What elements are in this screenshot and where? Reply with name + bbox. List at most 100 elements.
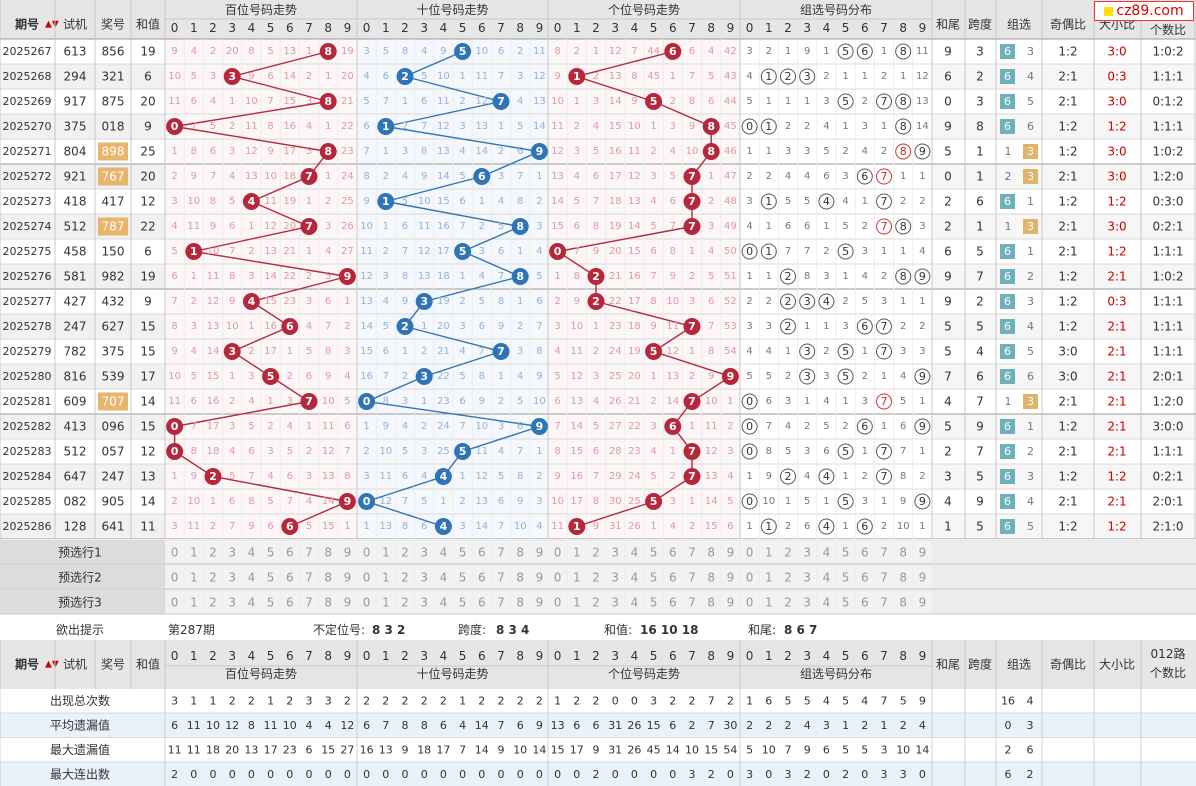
preselect-digit[interactable]: 0 <box>363 596 371 610</box>
preselect-digit[interactable]: 6 <box>861 571 869 585</box>
preselect-digit[interactable]: 8 <box>899 596 907 610</box>
preselect-digit[interactable]: 3 <box>803 546 811 560</box>
preselect-digit[interactable]: 0 <box>554 546 562 560</box>
preselect-digit[interactable]: 2 <box>592 571 600 585</box>
preselect-digit[interactable]: 9 <box>344 571 352 585</box>
preselect-digit[interactable]: 7 <box>880 546 888 560</box>
preselect-digit[interactable]: 6 <box>286 571 294 585</box>
preselect-digit[interactable]: 1 <box>382 596 390 610</box>
preselect-digit[interactable]: 1 <box>765 571 773 585</box>
preselect-digit[interactable]: 6 <box>478 546 486 560</box>
preselect-digit[interactable]: 3 <box>420 546 428 560</box>
preselect-digit[interactable]: 4 <box>248 571 256 585</box>
site-logo[interactable]: cz89.com <box>1094 1 1194 21</box>
preselect-digit[interactable]: 5 <box>650 546 658 560</box>
preselect-digit[interactable]: 6 <box>286 596 294 610</box>
preselect-digit[interactable]: 9 <box>919 596 927 610</box>
preselect-digit[interactable]: 5 <box>267 596 275 610</box>
preselect-digit[interactable]: 8 <box>707 596 715 610</box>
preselect-digit[interactable]: 8 <box>707 571 715 585</box>
preselect-digit[interactable]: 1 <box>190 571 198 585</box>
col-issue-header[interactable]: 期号 <box>15 657 39 672</box>
preselect-digit[interactable]: 1 <box>382 571 390 585</box>
preselect-digit[interactable]: 3 <box>228 596 236 610</box>
preselect-digit[interactable]: 0 <box>746 596 754 610</box>
preselect-digit[interactable]: 3 <box>228 571 236 585</box>
preselect-digit[interactable]: 2 <box>209 546 217 560</box>
preselect-digit[interactable]: 3 <box>803 596 811 610</box>
preselect-digit[interactable]: 4 <box>440 546 448 560</box>
preselect-digit[interactable]: 6 <box>478 596 486 610</box>
preselect-digit[interactable]: 2 <box>784 571 792 585</box>
preselect-digit[interactable]: 7 <box>305 596 313 610</box>
preselect-digit[interactable]: 8 <box>899 546 907 560</box>
preselect-digit[interactable]: 7 <box>305 546 313 560</box>
preselect-digit[interactable]: 6 <box>669 596 677 610</box>
preselect-digit[interactable]: 7 <box>880 596 888 610</box>
preselect-digit[interactable]: 7 <box>688 596 696 610</box>
preselect-digit[interactable]: 4 <box>823 546 831 560</box>
preselect-digit[interactable]: 6 <box>286 546 294 560</box>
preselect-digit[interactable]: 5 <box>459 571 467 585</box>
preselect-digit[interactable]: 2 <box>784 596 792 610</box>
preselect-digit[interactable]: 3 <box>228 546 236 560</box>
preselect-digit[interactable]: 9 <box>727 571 735 585</box>
preselect-digit[interactable]: 9 <box>727 596 735 610</box>
preselect-digit[interactable]: 0 <box>171 546 179 560</box>
preselect-digit[interactable]: 0 <box>171 596 179 610</box>
preselect-digit[interactable]: 2 <box>209 571 217 585</box>
preselect-digit[interactable]: 0 <box>746 571 754 585</box>
preselect-digit[interactable]: 0 <box>554 596 562 610</box>
preselect-digit[interactable]: 2 <box>592 596 600 610</box>
preselect-digit[interactable]: 6 <box>478 571 486 585</box>
preselect-digit[interactable]: 6 <box>861 596 869 610</box>
preselect-digit[interactable]: 5 <box>650 596 658 610</box>
preselect-digit[interactable]: 4 <box>248 596 256 610</box>
preselect-digit[interactable]: 9 <box>536 571 544 585</box>
preselect-digit[interactable]: 9 <box>536 546 544 560</box>
preselect-digit[interactable]: 3 <box>611 571 619 585</box>
preselect-digit[interactable]: 0 <box>171 571 179 585</box>
preselect-digit[interactable]: 0 <box>363 546 371 560</box>
preselect-digit[interactable]: 9 <box>344 546 352 560</box>
preselect-digit[interactable]: 5 <box>842 596 850 610</box>
preselect-digit[interactable]: 4 <box>248 546 256 560</box>
preselect-digit[interactable]: 8 <box>516 596 524 610</box>
preselect-digit[interactable]: 2 <box>401 546 409 560</box>
preselect-digit[interactable]: 1 <box>765 596 773 610</box>
preselect-digit[interactable]: 4 <box>631 596 639 610</box>
preselect-digit[interactable]: 1 <box>573 571 581 585</box>
preselect-digit[interactable]: 3 <box>420 571 428 585</box>
preselect-digit[interactable]: 4 <box>440 571 448 585</box>
preselect-digit[interactable]: 1 <box>573 596 581 610</box>
preselect-digit[interactable]: 3 <box>611 596 619 610</box>
preselect-digit[interactable]: 5 <box>459 596 467 610</box>
preselect-digit[interactable]: 0 <box>363 571 371 585</box>
preselect-digit[interactable]: 4 <box>823 571 831 585</box>
preselect-digit[interactable]: 5 <box>267 571 275 585</box>
preselect-digit[interactable]: 5 <box>650 571 658 585</box>
preselect-digit[interactable]: 9 <box>727 546 735 560</box>
preselect-digit[interactable]: 0 <box>554 571 562 585</box>
preselect-digit[interactable]: 3 <box>611 546 619 560</box>
preselect-digit[interactable]: 1 <box>190 546 198 560</box>
preselect-digit[interactable]: 9 <box>919 571 927 585</box>
preselect-digit[interactable]: 5 <box>459 546 467 560</box>
preselect-digit[interactable]: 4 <box>823 596 831 610</box>
sort-arrow-icon[interactable]: ▲▼ <box>45 20 59 30</box>
preselect-digit[interactable]: 4 <box>440 596 448 610</box>
preselect-digit[interactable]: 9 <box>919 546 927 560</box>
preselect-digit[interactable]: 2 <box>784 546 792 560</box>
preselect-digit[interactable]: 1 <box>382 546 390 560</box>
preselect-digit[interactable]: 2 <box>401 596 409 610</box>
preselect-digit[interactable]: 6 <box>669 571 677 585</box>
preselect-digit[interactable]: 5 <box>842 546 850 560</box>
preselect-digit[interactable]: 8 <box>516 546 524 560</box>
preselect-digit[interactable]: 7 <box>497 546 505 560</box>
preselect-digit[interactable]: 2 <box>592 546 600 560</box>
preselect-digit[interactable]: 8 <box>707 546 715 560</box>
preselect-digit[interactable]: 8 <box>899 571 907 585</box>
preselect-digit[interactable]: 3 <box>420 596 428 610</box>
preselect-digit[interactable]: 0 <box>746 546 754 560</box>
preselect-digit[interactable]: 2 <box>209 596 217 610</box>
